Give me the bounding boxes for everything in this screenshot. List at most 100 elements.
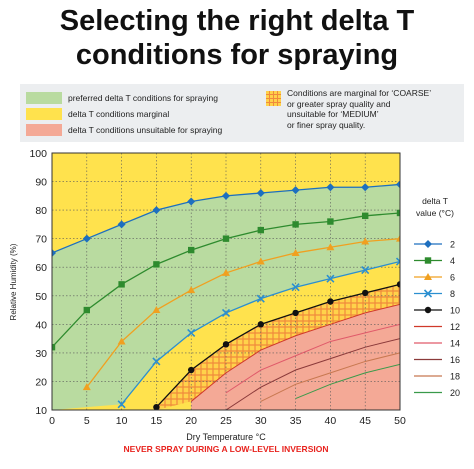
series-line-12 — [190, 303, 400, 402]
legend-label-marginal-spray: Conditions are marginal for ‘COARSE’ or … — [287, 88, 462, 130]
point-6 — [396, 234, 400, 242]
series-line-14 — [225, 323, 400, 394]
delta-t-legend-label-8: 8 — [450, 289, 455, 299]
legend-panel — [20, 84, 464, 142]
marginal-spray-line-3: unsuitable for ‘MEDIUM’ — [287, 109, 379, 119]
point-10 — [257, 321, 264, 328]
delta-t-legend-label-20: 20 — [450, 388, 460, 398]
x-axis-label: Dry Temperature °C — [186, 432, 266, 442]
legend-swatch-marginal-spray — [266, 91, 281, 106]
y-tick-label: 40 — [35, 319, 47, 331]
delta-t-legend-label-4: 4 — [450, 256, 455, 266]
marginal-spray-line-1: Conditions are marginal for ‘COARSE’ — [287, 88, 432, 98]
point-4 — [292, 221, 299, 228]
point-2 — [396, 180, 400, 189]
delta-t-legend-label-16: 16 — [450, 355, 460, 365]
marginal-spray-line-4: or finer spray quality. — [287, 119, 366, 130]
legend-swatch-unsuitable — [26, 124, 62, 136]
point-2 — [187, 197, 196, 206]
point-4 — [327, 218, 334, 225]
point-6 — [361, 237, 370, 245]
x-tick-label: 25 — [220, 415, 232, 427]
x-tick-label: 30 — [255, 415, 267, 427]
point-6 — [117, 337, 126, 345]
axis-ticks: 0 5 10 15 20 25 30 35 40 45 50 10 20 30 40 50 60 70 80 90 10… — [29, 148, 406, 427]
x-tick-label: 20 — [185, 415, 197, 427]
y-tick-label: 70 — [35, 234, 47, 246]
x-tick-label: 50 — [394, 415, 406, 427]
delta-t-legend-marker-10 — [424, 306, 432, 314]
point-4 — [83, 306, 90, 314]
point-8 — [291, 283, 300, 292]
footer-warning: NEVER SPRAY DURING A LOW-LEVEL INVERSION — [124, 444, 329, 454]
delta-t-legend: delta T value (°C) 2 4 6 8 10 12 14 16 18 20 — [414, 196, 460, 398]
point-6 — [291, 248, 300, 256]
delta-t-legend-label-14: 14 — [450, 339, 460, 349]
x-tick-label: 15 — [151, 415, 163, 427]
point-4 — [118, 281, 125, 288]
point-2 — [117, 220, 126, 229]
y-tick-label: 20 — [35, 376, 47, 388]
chart-title: Selecting the right delta T conditions f… — [0, 4, 474, 72]
point-10 — [188, 366, 195, 374]
point-6 — [152, 306, 161, 314]
point-6 — [326, 243, 335, 251]
y-tick-label: 100 — [29, 148, 47, 160]
delta-t-legend-title-2: value (°C) — [416, 208, 454, 218]
point-10 — [222, 341, 230, 348]
x-tick-label: 40 — [325, 415, 337, 427]
series-lines — [52, 180, 400, 410]
series-line-16 — [225, 338, 400, 410]
point-10 — [362, 289, 369, 297]
delta-t-legend-label-10: 10 — [450, 306, 460, 316]
point-8 — [256, 294, 265, 303]
point-2 — [256, 188, 265, 197]
point-8 — [117, 400, 126, 409]
point-10 — [327, 298, 334, 305]
x-tick-label: 45 — [359, 415, 371, 427]
point-2 — [152, 206, 161, 215]
point-8 — [395, 257, 400, 266]
point-6 — [82, 383, 91, 391]
legend-label-marginal: delta T conditions marginal — [68, 109, 170, 119]
series-line-10 — [155, 283, 400, 408]
point-2 — [82, 234, 91, 243]
y-axis-label: Relative Humidity (%) — [9, 243, 18, 320]
series-line-18 — [260, 352, 400, 402]
delta-t-legend-label-6: 6 — [450, 273, 455, 283]
point-2 — [291, 186, 300, 195]
delta-t-legend-marker-8 — [423, 289, 433, 298]
delta-t-legend-label-18: 18 — [450, 372, 460, 382]
marginal-spray-line-2: or greater spray quality and — [287, 98, 391, 109]
delta-t-legend-marker-4 — [424, 257, 432, 264]
title-line-2: conditions for spraying — [75, 39, 399, 71]
point-4 — [222, 235, 230, 242]
delta-t-legend-label-12: 12 — [450, 322, 460, 332]
x-tick-label: 35 — [290, 415, 302, 427]
point-10 — [396, 281, 400, 288]
legend-swatch-marginal — [26, 108, 62, 120]
delta-t-legend-label-2: 2 — [450, 240, 455, 250]
point-4 — [257, 226, 264, 234]
point-4 — [396, 209, 400, 217]
point-4 — [188, 246, 195, 254]
zone-marginal-spray — [156, 284, 400, 410]
point-10 — [153, 403, 160, 410]
point-4 — [362, 212, 369, 220]
delta-t-legend-title-1: delta T — [422, 196, 448, 206]
series-line-6 — [86, 238, 400, 388]
point-6 — [187, 286, 196, 294]
point-4 — [52, 343, 56, 351]
series-line-20 — [295, 363, 400, 400]
point-6 — [256, 257, 265, 265]
plot-frame — [51, 152, 401, 411]
point-8 — [361, 266, 370, 275]
point-2 — [326, 183, 335, 192]
title-line-1: Selecting the right delta T — [59, 5, 415, 37]
point-8 — [221, 308, 231, 317]
point-8 — [152, 357, 161, 366]
x-tick-label: 10 — [116, 415, 128, 427]
legend-label-preferred: preferred delta T conditions for sprayin… — [68, 93, 218, 103]
delta-t-legend-marker-6 — [424, 273, 432, 280]
